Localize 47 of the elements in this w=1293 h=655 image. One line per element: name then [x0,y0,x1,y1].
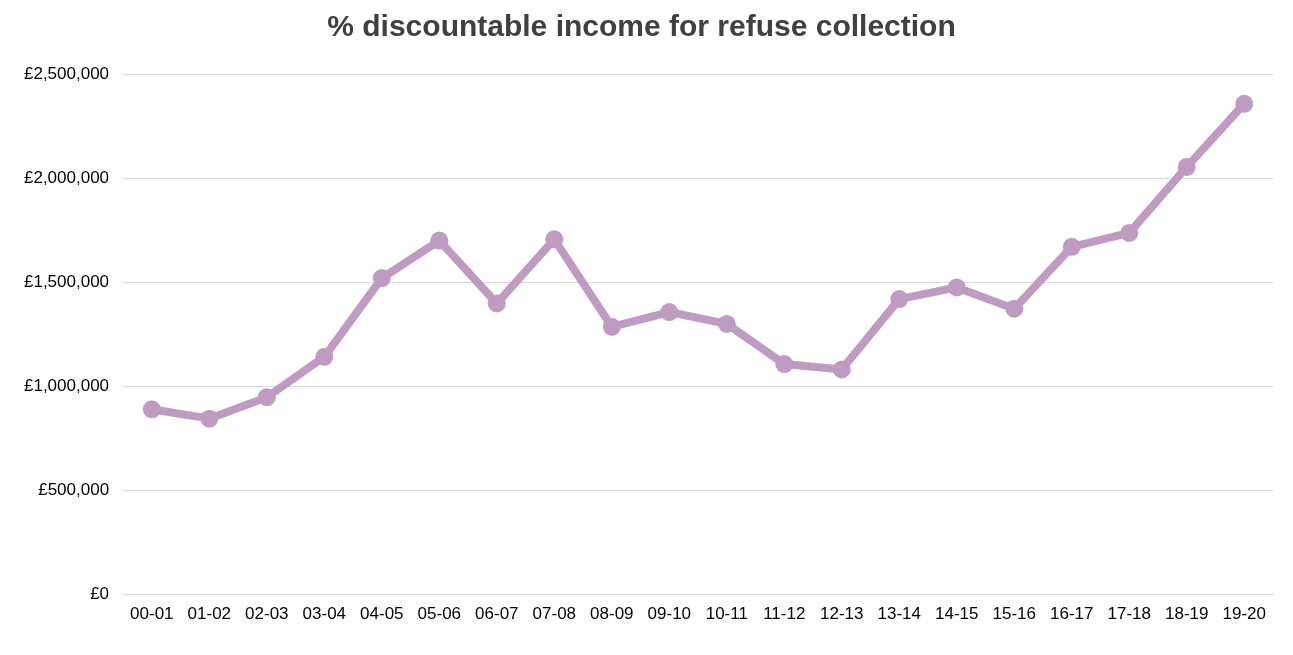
point [200,409,219,428]
point [257,388,276,407]
x-tick-label: 16-17 [1050,604,1094,624]
point [602,317,621,336]
x-tick-label: 15-16 [992,604,1037,624]
x-tick-label: 07-08 [532,604,577,624]
point [1005,299,1024,318]
point [1235,94,1254,113]
x-tick-label: 12-13 [820,604,864,624]
point [890,290,909,309]
point [1177,157,1196,176]
x-tick-label: 08-09 [590,604,634,624]
x-tick-label: 09-10 [647,604,692,624]
point [487,294,506,313]
y-tick-label: £1,000,000 [23,376,110,396]
x-tick-label: 05-06 [417,604,462,624]
x-tick-label: 19-20 [1222,604,1266,624]
point [315,347,334,366]
x-tick-label: 04-05 [360,604,404,624]
x-tick-label: 06-07 [475,604,519,624]
point [775,355,794,374]
y-tick-label: £2,500,000 [23,63,110,83]
point [372,269,391,288]
y-tick-label: £1,500,000 [23,271,110,291]
point [142,400,161,419]
x-tick-label: 11-12 [763,604,806,624]
point [545,230,564,249]
point [832,360,851,379]
x-tick-label: 14-15 [935,604,979,624]
x-tick-label: 18-19 [1165,604,1209,624]
x-tick-label: 02-03 [245,604,289,624]
chart-title: % discountable income for refuse collection [327,9,956,43]
y-tick-label: £2,000,000 [23,167,110,187]
x-tick-label: 00-01 [130,604,174,624]
x-tick-label: 03-04 [302,604,347,624]
y-tick-label: £0 [90,584,110,604]
x-tick-label: 17-18 [1107,604,1151,624]
point [430,231,449,250]
x-tick-label: 10-11 [705,604,748,624]
x-tick-label: 01-02 [187,604,232,624]
point [1062,237,1081,256]
point [660,303,679,322]
point [1120,223,1139,242]
point [947,278,966,297]
point [717,314,736,333]
x-tick-label: 13-14 [877,604,922,624]
y-tick-label: £500,000 [38,480,110,500]
